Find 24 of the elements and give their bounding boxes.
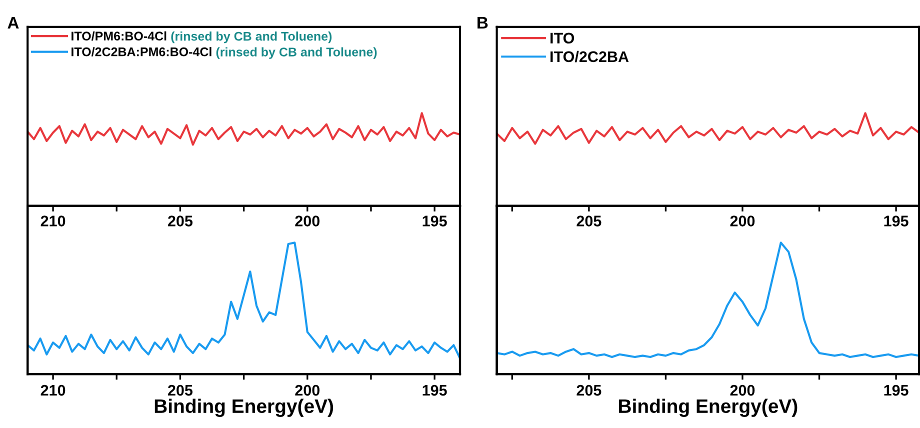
x-tick-label: 195 (884, 384, 908, 396)
x-axis-title: Binding Energy(eV) (619, 398, 798, 417)
x-tick-label: 200 (295, 384, 320, 396)
x-tick-label: 210 (40, 384, 66, 396)
x-axis-title: Binding Energy(eV) (154, 398, 334, 417)
text: B (478, 17, 488, 28)
x-tick-label: 205 (168, 384, 193, 396)
text: A (8, 17, 19, 28)
x-tick-label: 200 (730, 384, 755, 396)
x2-tick-label: 210 (40, 216, 66, 226)
x-tick-label: 195 (422, 384, 447, 396)
x2-tick-label: 200 (295, 216, 320, 226)
x2-tick-label: 200 (730, 216, 755, 226)
legend-label: ITO/2C2BA:PM6:BO-4Cl (72, 47, 212, 56)
x2-tick-label: 195 (884, 216, 908, 226)
text: (rinsed by CB and Toluene) (171, 32, 332, 44)
x2-tick-label: 205 (168, 216, 193, 226)
legend-label: ITO/PM6:BO-4Cl (72, 31, 166, 41)
x2-tick-label: 205 (576, 216, 602, 226)
x-tick-label: 205 (576, 384, 602, 396)
text: (rinsed by CB and Toluene) (216, 47, 377, 59)
x2-tick-label: 195 (422, 216, 447, 226)
legend-label: ITO/2C2BA (550, 50, 629, 62)
legend-label: ITO (550, 32, 574, 44)
